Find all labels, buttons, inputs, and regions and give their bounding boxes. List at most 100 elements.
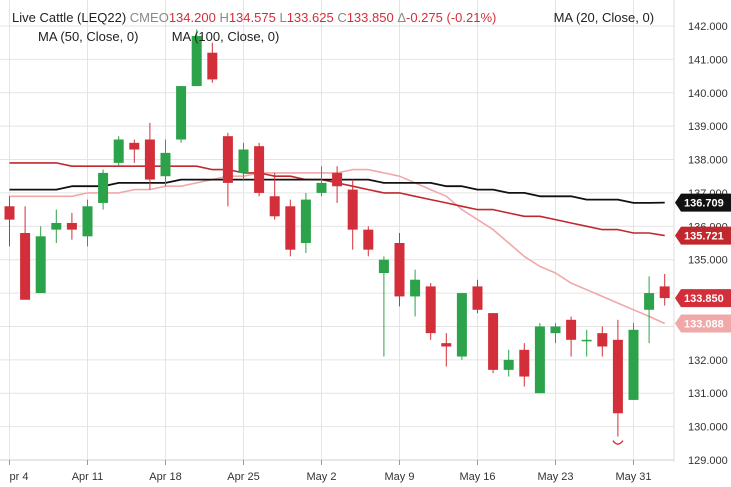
candle[interactable]	[4, 196, 15, 247]
candle-body	[254, 146, 265, 193]
candle-body	[425, 286, 436, 334]
legend-open: 134.200	[168, 10, 216, 25]
candle[interactable]	[332, 166, 343, 203]
price-tag-shape	[675, 314, 731, 333]
legend-change-prefix: Δ	[397, 10, 407, 25]
price-tag-shape	[675, 226, 731, 245]
price-tag-shape	[675, 193, 731, 212]
candle-body	[534, 326, 545, 394]
y-tick-label: 130.000	[688, 422, 728, 434]
candle-body	[519, 349, 530, 377]
grid-lines	[0, 0, 674, 461]
legend-ma50[interactable]: MA (50, Close, 0)	[38, 29, 139, 44]
candle-body	[316, 182, 327, 193]
price-tag-shape	[675, 289, 731, 308]
candle-body	[191, 36, 202, 87]
candle-body	[98, 172, 109, 203]
candle[interactable]	[628, 323, 639, 400]
candle[interactable]	[98, 169, 109, 210]
candle-body	[472, 286, 483, 310]
candle[interactable]	[269, 172, 280, 220]
candle[interactable]	[659, 273, 670, 306]
candle[interactable]	[503, 349, 514, 377]
candle-body	[238, 149, 249, 173]
candle-body	[66, 222, 77, 230]
y-tick-label: 131.000	[688, 388, 728, 400]
candle[interactable]	[35, 226, 46, 294]
legend-ma100[interactable]: MA (100, Close, 0)	[171, 29, 280, 44]
x-tick-label: pr 4	[10, 471, 29, 483]
candle-body	[332, 172, 343, 187]
candle[interactable]	[363, 226, 374, 257]
candle-body	[269, 196, 280, 217]
candle[interactable]	[456, 293, 467, 360]
x-axis-ticks: pr 4 Apr 11 Apr 18 Apr 25 May 2 May 9 May 16 Ma…	[9, 460, 652, 483]
candle[interactable]	[207, 42, 218, 83]
candle[interactable]	[254, 142, 265, 197]
candle-body	[488, 313, 499, 370]
candle[interactable]	[410, 269, 421, 317]
candle-body	[176, 86, 187, 140]
candle[interactable]	[160, 139, 171, 187]
candle[interactable]	[534, 323, 545, 394]
x-tick-label: May 9	[385, 471, 415, 483]
legend-exchange: CME	[129, 10, 159, 25]
candle-body	[628, 329, 639, 400]
candle-body	[597, 333, 608, 347]
candle[interactable]	[285, 199, 296, 257]
legend-symbol: Live Cattle (LEQ22)	[12, 10, 127, 25]
candle[interactable]	[425, 283, 436, 340]
legend-ma20[interactable]: MA (20, Close, 0)	[553, 10, 655, 25]
candle[interactable]	[176, 86, 187, 143]
x-tick-label: Apr 11	[72, 471, 104, 483]
candle[interactable]	[566, 316, 577, 357]
legend-close-prefix: C	[337, 10, 347, 25]
y-tick-label: 135.000	[688, 255, 728, 267]
candle[interactable]	[644, 276, 655, 344]
candle[interactable]	[488, 313, 499, 374]
price-tag: 135.721	[675, 226, 731, 245]
candle[interactable]	[129, 139, 140, 163]
candle[interactable]	[66, 212, 77, 240]
candle[interactable]	[191, 29, 202, 87]
candle[interactable]	[519, 343, 530, 387]
candle-body	[300, 199, 311, 243]
candle-body	[503, 359, 514, 370]
candle[interactable]	[581, 329, 592, 357]
candle[interactable]	[82, 199, 93, 247]
candle-body	[550, 326, 561, 334]
y-tick-label: 142.000	[688, 21, 728, 33]
candle[interactable]	[441, 333, 452, 367]
candle[interactable]	[300, 192, 311, 254]
candle-body	[285, 206, 296, 250]
candle[interactable]	[316, 166, 327, 197]
low-marker	[612, 440, 624, 445]
candle[interactable]	[472, 279, 483, 314]
candle[interactable]	[113, 136, 124, 167]
candle[interactable]	[20, 206, 31, 300]
candle-body	[378, 259, 389, 274]
legend-change: -0.275 (-0.21%)	[406, 10, 497, 25]
candle[interactable]	[238, 142, 249, 180]
candle-body	[35, 236, 46, 294]
candle-body	[566, 319, 577, 340]
y-tick-label: 140.000	[688, 88, 728, 100]
y-tick-label: 139.000	[688, 121, 728, 133]
candle[interactable]	[51, 209, 62, 243]
candle-body	[644, 293, 655, 310]
x-tick-label: May 31	[615, 471, 651, 483]
candle[interactable]	[144, 122, 155, 190]
candle-body	[129, 142, 140, 150]
candle[interactable]	[612, 319, 623, 437]
candle[interactable]	[394, 232, 405, 307]
x-tick-label: May 2	[307, 471, 337, 483]
y-tick-label: 141.000	[688, 54, 728, 66]
candle[interactable]	[222, 132, 233, 207]
candle[interactable]	[347, 179, 358, 250]
candle[interactable]	[597, 326, 608, 357]
candle-body	[207, 52, 218, 80]
candlesticks[interactable]	[4, 29, 670, 445]
candle[interactable]	[378, 256, 389, 357]
candle[interactable]	[550, 323, 561, 344]
